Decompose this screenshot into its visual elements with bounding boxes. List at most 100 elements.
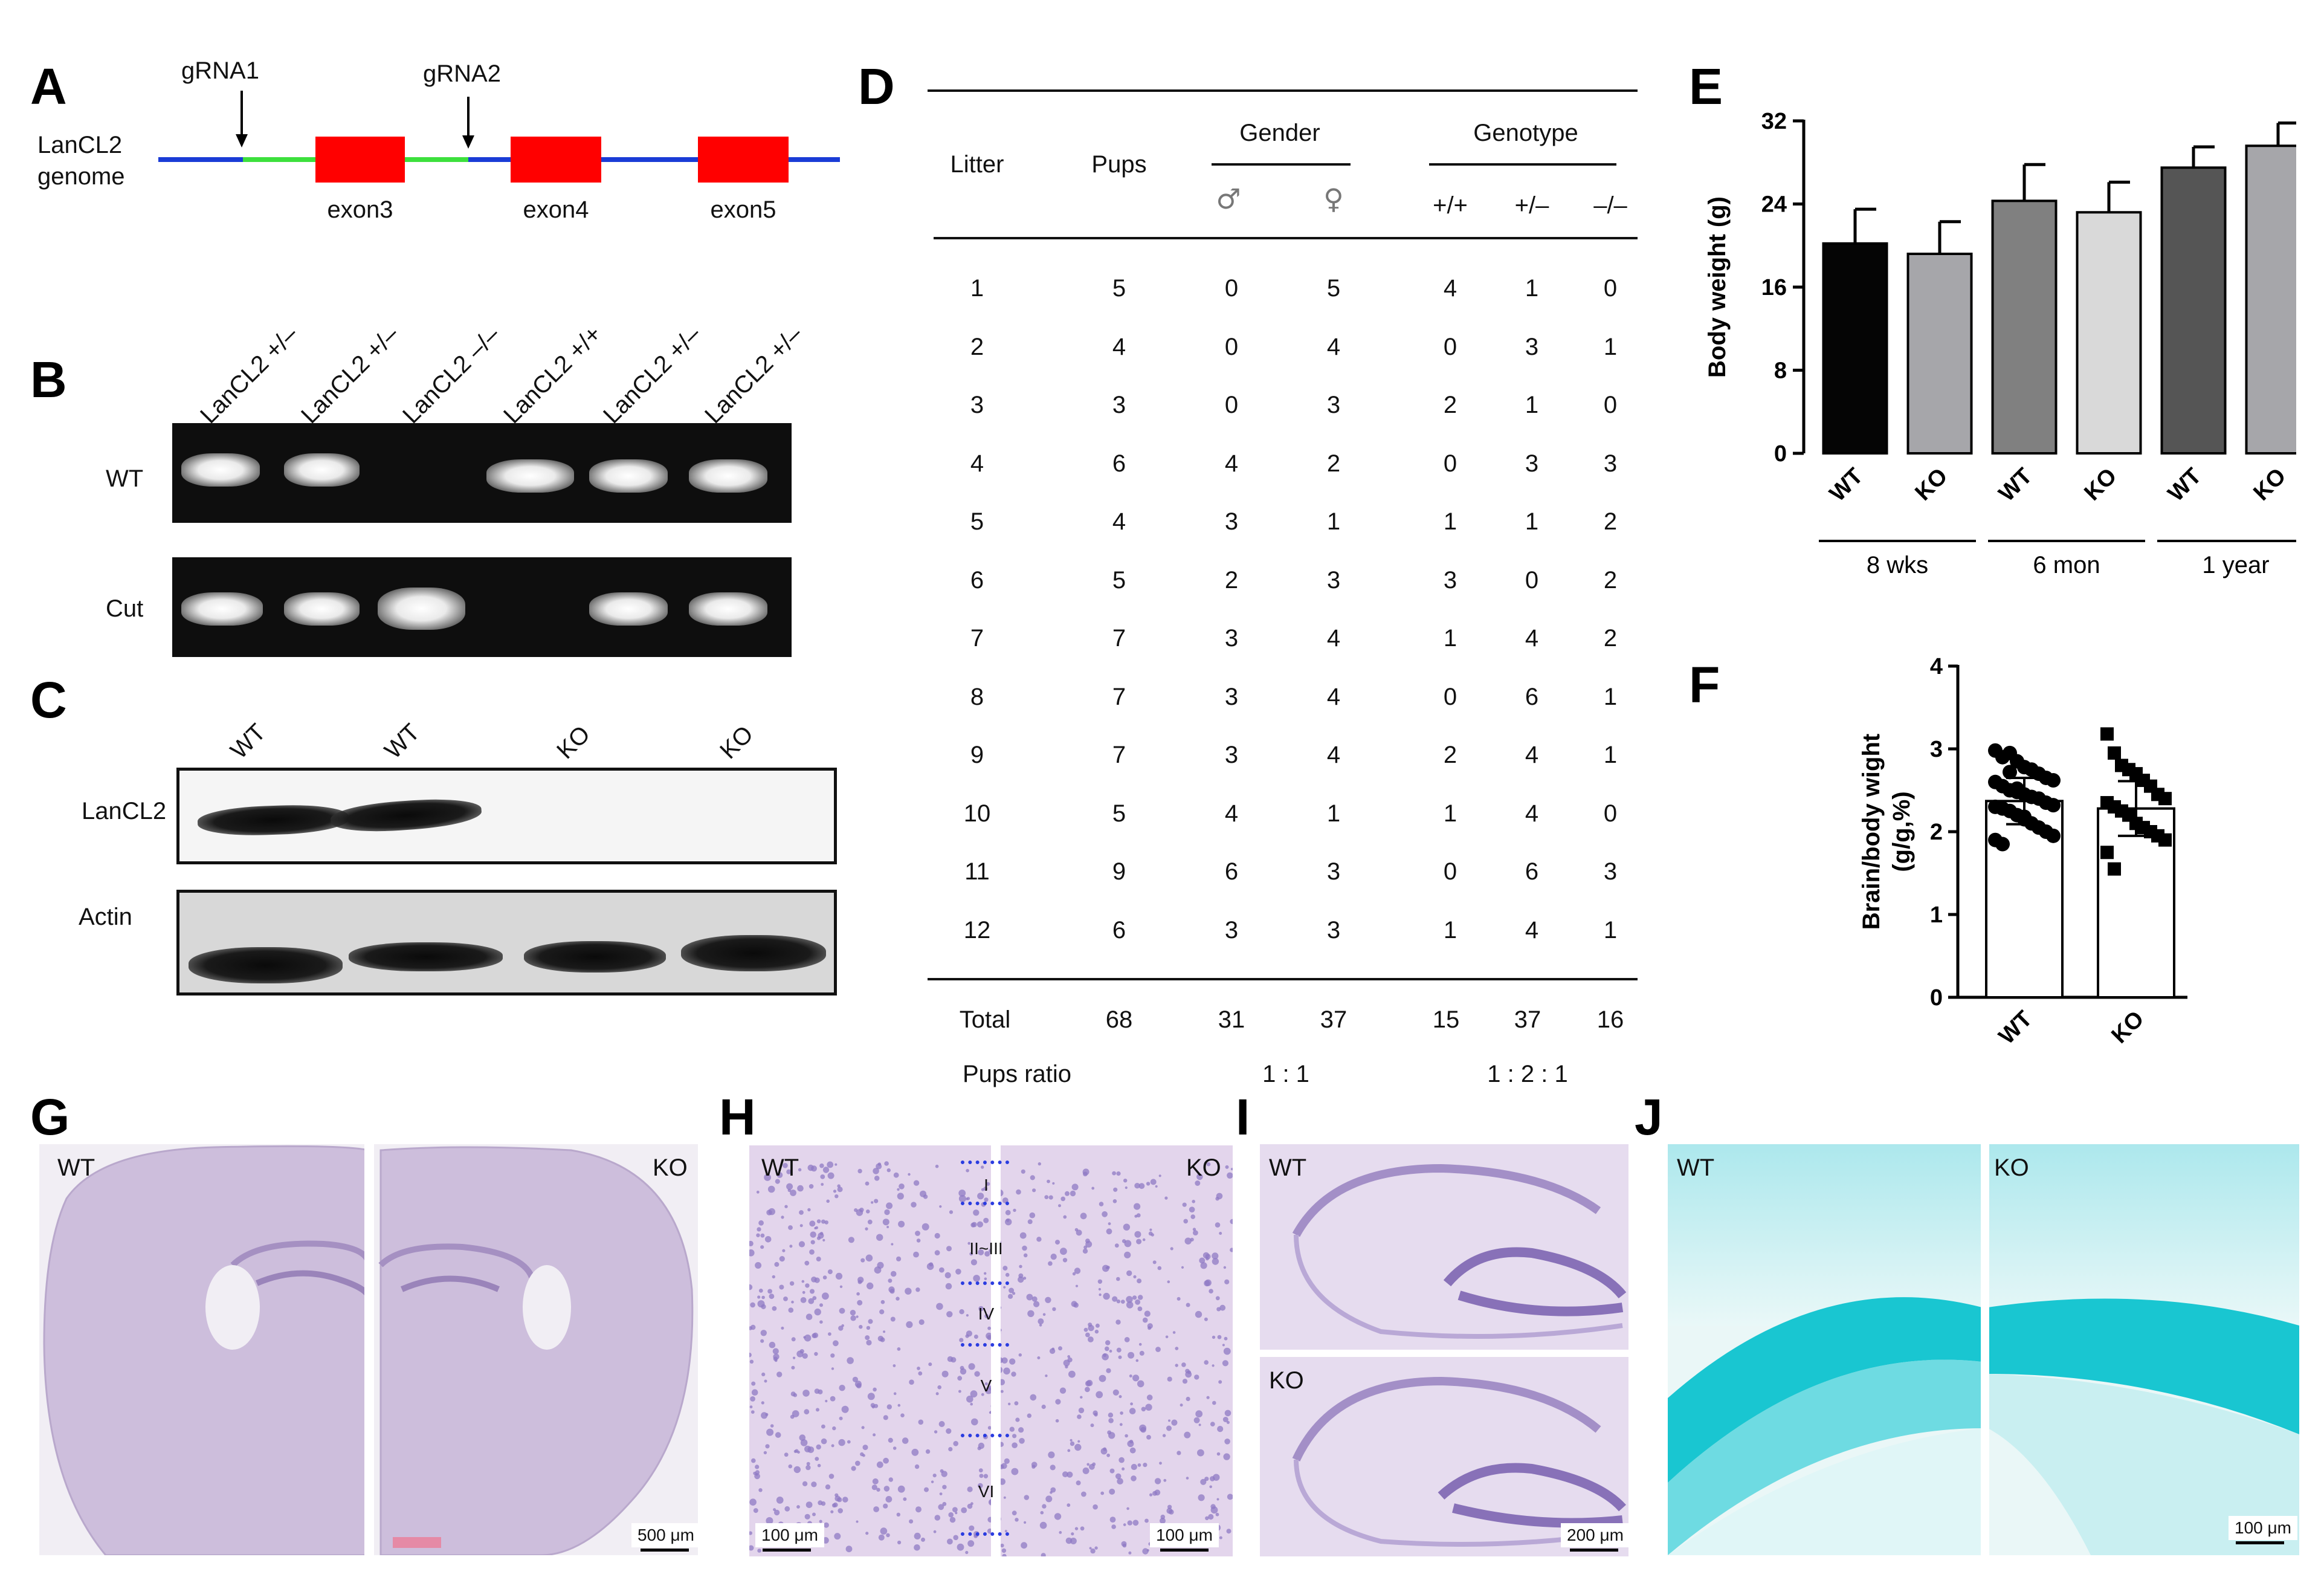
cell-nucleus bbox=[827, 1172, 834, 1179]
cell-nucleus bbox=[809, 1249, 815, 1255]
cell-nucleus bbox=[781, 1216, 784, 1219]
cell-nucleus bbox=[1124, 1240, 1132, 1248]
cell-nucleus bbox=[1108, 1432, 1115, 1439]
cell-nucleus bbox=[1081, 1491, 1086, 1497]
cell-nucleus bbox=[1059, 1387, 1067, 1394]
table-cell: 5 bbox=[1326, 275, 1341, 302]
total-het: 37 bbox=[1514, 1006, 1541, 1033]
cell-nucleus bbox=[1150, 1179, 1157, 1185]
cell-nucleus bbox=[856, 1315, 859, 1318]
cell-nucleus bbox=[1109, 1488, 1115, 1495]
cell-nucleus bbox=[987, 1426, 992, 1430]
cell-nucleus bbox=[851, 1466, 856, 1471]
image-divider bbox=[1981, 1144, 1989, 1555]
cell-nucleus bbox=[890, 1316, 896, 1322]
cell-nucleus bbox=[860, 1258, 865, 1263]
cell-nucleus bbox=[1218, 1380, 1222, 1384]
cell-nucleus bbox=[960, 1368, 967, 1375]
cell-nucleus bbox=[955, 1269, 961, 1275]
cell-nucleus bbox=[1184, 1431, 1191, 1439]
cell-nucleus bbox=[1003, 1496, 1006, 1499]
cell-nucleus bbox=[751, 1381, 756, 1386]
bar bbox=[1822, 242, 1888, 455]
y-tick-label: 1 bbox=[1930, 902, 1943, 928]
j-wt-label: WT bbox=[1677, 1154, 1715, 1181]
cell-nucleus bbox=[1050, 1254, 1057, 1260]
cell-nucleus bbox=[939, 1267, 944, 1273]
cell-nucleus bbox=[1204, 1317, 1208, 1321]
cell-nucleus bbox=[757, 1295, 761, 1299]
table-row-litter: 7 bbox=[970, 625, 984, 652]
cell-nucleus bbox=[959, 1338, 964, 1342]
gel-band bbox=[589, 459, 668, 493]
cell-nucleus bbox=[756, 1233, 760, 1237]
cell-nucleus bbox=[1065, 1537, 1073, 1544]
cell-nucleus bbox=[1222, 1417, 1228, 1422]
cell-nucleus bbox=[897, 1403, 901, 1407]
cell-nucleus bbox=[896, 1512, 900, 1517]
cell-nucleus bbox=[1167, 1280, 1170, 1283]
cell-nucleus bbox=[827, 1269, 833, 1275]
cell-nucleus bbox=[783, 1297, 788, 1301]
cell-nucleus bbox=[1011, 1468, 1019, 1475]
ratio-label: Pups ratio bbox=[962, 1061, 1072, 1087]
grna2-label: gRNA2 bbox=[423, 60, 501, 87]
cell-nucleus bbox=[984, 1197, 989, 1202]
cell-nucleus bbox=[799, 1224, 803, 1228]
cell-nucleus bbox=[815, 1226, 818, 1229]
cell-nucleus bbox=[876, 1488, 880, 1492]
cell-nucleus bbox=[847, 1357, 854, 1364]
cell-nucleus bbox=[976, 1221, 983, 1228]
cell-nucleus bbox=[1182, 1202, 1187, 1207]
cell-nucleus bbox=[1123, 1223, 1131, 1231]
table-cell: 4 bbox=[1326, 683, 1341, 710]
cell-nucleus bbox=[767, 1185, 775, 1193]
gel-lane-label-3: LanCL2 –/– bbox=[398, 321, 505, 429]
cortex-cells bbox=[749, 1161, 1233, 1556]
table-cell: 1 bbox=[1443, 916, 1457, 944]
cell-nucleus bbox=[941, 1471, 947, 1477]
cell-nucleus bbox=[909, 1519, 914, 1524]
cell-nucleus bbox=[859, 1325, 863, 1329]
table-cell: 4 bbox=[1112, 333, 1126, 360]
table-cell: 0 bbox=[1443, 333, 1457, 360]
cell-nucleus bbox=[1120, 1300, 1125, 1304]
table-cell: 6 bbox=[1112, 450, 1126, 477]
cell-nucleus bbox=[1177, 1297, 1181, 1301]
cell-nucleus bbox=[1067, 1503, 1071, 1507]
cell-nucleus bbox=[1067, 1449, 1071, 1452]
cell-nucleus bbox=[1018, 1273, 1024, 1278]
cell-nucleus bbox=[750, 1396, 755, 1402]
cell-nucleus bbox=[776, 1172, 783, 1178]
gel-band bbox=[284, 453, 360, 487]
cell-nucleus bbox=[834, 1163, 838, 1166]
j-scale-label: 100 μm bbox=[2229, 1516, 2297, 1540]
panel-letter-a: A bbox=[30, 58, 67, 115]
cell-nucleus bbox=[1063, 1215, 1067, 1219]
cell-nucleus bbox=[804, 1513, 810, 1520]
cell-nucleus bbox=[1146, 1435, 1151, 1440]
cell-nucleus bbox=[1215, 1512, 1219, 1517]
cell-nucleus bbox=[1215, 1222, 1221, 1228]
table-cell: 3 bbox=[1224, 742, 1239, 768]
cell-nucleus bbox=[766, 1517, 773, 1524]
cell-nucleus bbox=[1018, 1427, 1024, 1433]
cell-nucleus bbox=[1024, 1521, 1027, 1524]
cell-nucleus bbox=[966, 1197, 970, 1200]
cell-nucleus bbox=[1058, 1346, 1062, 1351]
cell-nucleus bbox=[1072, 1272, 1076, 1276]
wb-row-label-actin: Actin bbox=[79, 904, 132, 930]
cell-nucleus bbox=[1005, 1209, 1011, 1216]
cell-nucleus bbox=[948, 1512, 954, 1518]
table-cell: 1 bbox=[1525, 392, 1539, 418]
cell-nucleus bbox=[1195, 1410, 1203, 1418]
cell-nucleus bbox=[1184, 1237, 1192, 1245]
cell-nucleus bbox=[1114, 1243, 1119, 1248]
total-female: 37 bbox=[1320, 1006, 1348, 1033]
cell-nucleus bbox=[823, 1522, 829, 1528]
cell-nucleus bbox=[1027, 1310, 1035, 1317]
cell-nucleus bbox=[883, 1503, 888, 1509]
cell-nucleus bbox=[934, 1232, 940, 1239]
cell-nucleus bbox=[1055, 1240, 1060, 1245]
cell-nucleus bbox=[892, 1364, 896, 1367]
